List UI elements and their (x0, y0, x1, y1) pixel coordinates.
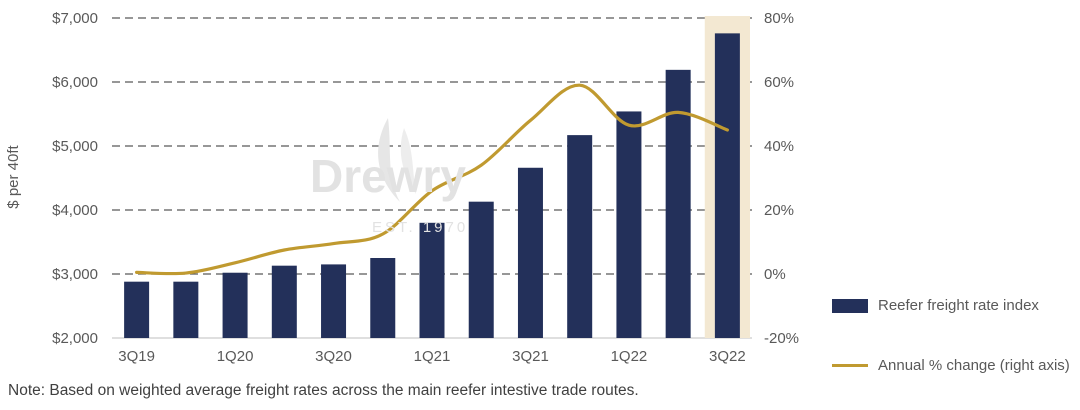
x-axis: 3Q19 1Q20 3Q20 1Q21 3Q21 1Q22 3Q22 (118, 348, 745, 365)
x-tick-label: 3Q21 (512, 348, 549, 365)
bar (468, 201, 494, 338)
y-tick-label: $2,000 (52, 330, 98, 347)
x-tick-label: 3Q19 (118, 348, 155, 365)
watermark-tagline-text: EST. 1970 (372, 219, 468, 236)
chart-note: Note: Based on weighted average freight … (8, 382, 639, 399)
bar (321, 264, 347, 338)
bar (124, 281, 150, 338)
bar-series (124, 33, 740, 339)
x-tick-label: 3Q20 (315, 348, 352, 365)
y2-tick-label: -20% (764, 330, 799, 347)
y2-tick-label: 40% (764, 138, 794, 155)
bar (370, 258, 396, 338)
y-axis-left: $2,000 $3,000 $4,000 $5,000 $6,000 $7,000 (52, 10, 98, 347)
legend-line-label: Annual % change (right axis) (878, 357, 1070, 374)
y-tick-label: $4,000 (52, 202, 98, 219)
bar (173, 281, 199, 338)
legend-bar-label: Reefer freight rate index (878, 297, 1039, 314)
y-tick-label: $5,000 (52, 138, 98, 155)
bar (419, 222, 445, 338)
y-axis-label: $ per 40ft (5, 144, 22, 208)
x-tick-label: 1Q22 (611, 348, 648, 365)
y-axis-right: -20% 0% 20% 40% 60% 80% (764, 10, 799, 347)
bar (616, 111, 642, 338)
annual-change-line (135, 83, 729, 276)
bar (517, 167, 543, 338)
bar (222, 272, 248, 338)
x-tick-label: 1Q20 (217, 348, 254, 365)
line-series (135, 83, 729, 276)
x-tick-label: 3Q22 (709, 348, 746, 365)
drewry-watermark-logo: Drewry EST. 1970 (310, 118, 468, 236)
x-tick-label: 1Q21 (414, 348, 451, 365)
y-tick-label: $7,000 (52, 10, 98, 27)
y2-tick-label: 0% (764, 266, 786, 283)
watermark-brand-text: Drewry (310, 150, 466, 202)
y-tick-label: $6,000 (52, 74, 98, 91)
y-tick-label: $3,000 (52, 266, 98, 283)
y2-tick-label: 20% (764, 202, 794, 219)
bar (714, 33, 740, 339)
legend-bar-swatch (832, 299, 868, 313)
y2-tick-label: 60% (764, 74, 794, 91)
y2-tick-label: 80% (764, 10, 794, 27)
bar (567, 135, 593, 338)
bar (665, 69, 691, 338)
legend-line-swatch (832, 364, 868, 367)
bar (271, 265, 297, 338)
